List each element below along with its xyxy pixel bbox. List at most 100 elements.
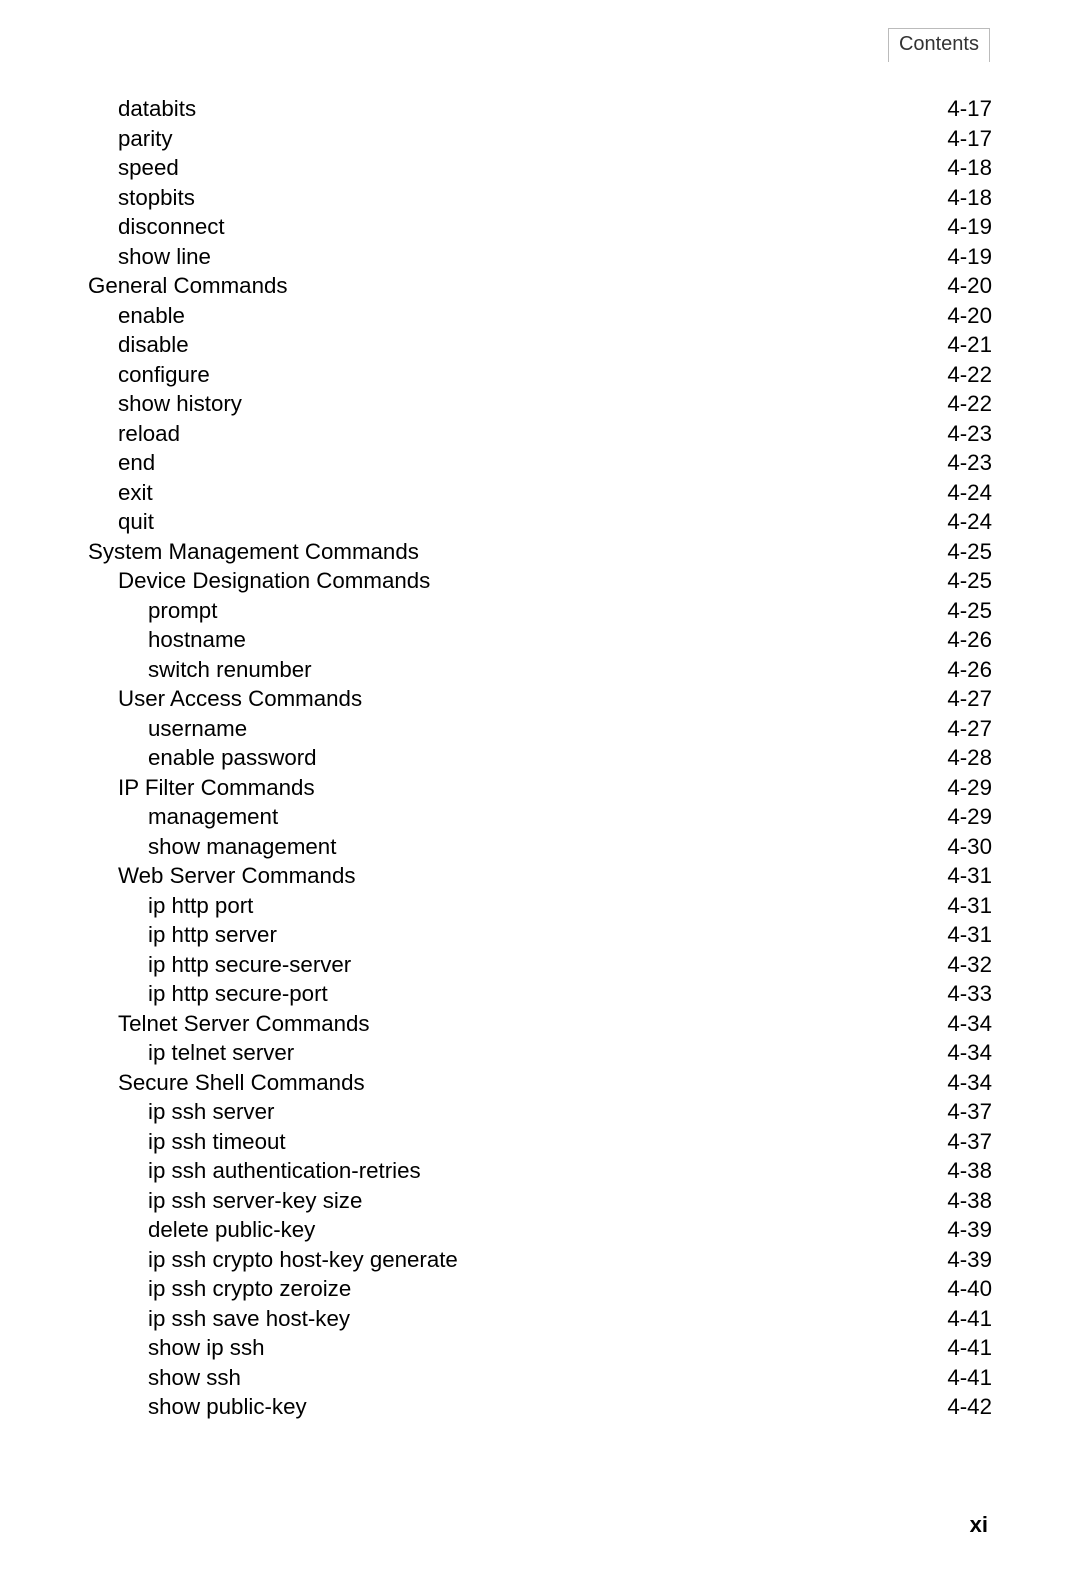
toc-entry-label: ip http secure-port: [88, 979, 328, 1009]
toc-entry-page: 4-17: [947, 124, 992, 154]
toc-row: exit4-24: [88, 478, 992, 508]
toc-entry-page: 4-41: [947, 1304, 992, 1334]
toc-entry-page: 4-34: [947, 1038, 992, 1068]
toc-row: ip http secure-server 4-32: [88, 950, 992, 980]
toc-entry-label: System Management Commands: [88, 537, 419, 567]
toc-row: speed4-18: [88, 153, 992, 183]
toc-entry-label: Telnet Server Commands: [88, 1009, 370, 1039]
toc-entry-label: ip telnet server: [88, 1038, 294, 1068]
toc-row: ip ssh save host-key 4-41: [88, 1304, 992, 1334]
toc-entry-page: 4-33: [947, 979, 992, 1009]
toc-entry-page: 4-21: [947, 330, 992, 360]
toc-entry-page: 4-22: [947, 389, 992, 419]
toc-entry-label: ip ssh server-key size: [88, 1186, 362, 1216]
toc-row: end 4-23: [88, 448, 992, 478]
toc-entry-page: 4-37: [947, 1097, 992, 1127]
toc-entry-label: configure: [88, 360, 210, 390]
toc-row: ip ssh timeout 4-37: [88, 1127, 992, 1157]
toc-entry-label: switch renumber: [88, 655, 312, 685]
toc-entry-page: 4-39: [947, 1245, 992, 1275]
toc-entry-page: 4-31: [947, 891, 992, 921]
toc-entry-label: Secure Shell Commands: [88, 1068, 365, 1098]
toc-entry-label: delete public-key: [88, 1215, 315, 1245]
toc-row: Telnet Server Commands 4-34: [88, 1009, 992, 1039]
toc-entry-page: 4-27: [947, 684, 992, 714]
toc-entry-page: 4-26: [947, 655, 992, 685]
toc-entry-page: 4-23: [947, 419, 992, 449]
toc-entry-page: 4-22: [947, 360, 992, 390]
toc-row: ip ssh authentication-retries4-38: [88, 1156, 992, 1186]
toc-entry-page: 4-34: [947, 1068, 992, 1098]
toc-entry-page: 4-23: [947, 448, 992, 478]
toc-entry-page: 4-41: [947, 1333, 992, 1363]
toc-entry-label: ip ssh crypto zeroize: [88, 1274, 351, 1304]
toc-entry-page: 4-28: [947, 743, 992, 773]
toc-row: parity 4-17: [88, 124, 992, 154]
toc-row: enable password4-28: [88, 743, 992, 773]
toc-row: configure 4-22: [88, 360, 992, 390]
toc-row: show public-key 4-42: [88, 1392, 992, 1422]
toc-row: management4-29: [88, 802, 992, 832]
toc-entry-label: parity: [88, 124, 173, 154]
toc-entry-page: 4-27: [947, 714, 992, 744]
toc-row: reload 4-23: [88, 419, 992, 449]
toc-entry-label: username: [88, 714, 247, 744]
toc-entry-label: show public-key: [88, 1392, 307, 1422]
toc-entry-page: 4-38: [947, 1186, 992, 1216]
toc-entry-page: 4-34: [947, 1009, 992, 1039]
toc-entry-label: exit: [88, 478, 153, 508]
toc-entry-page: 4-41: [947, 1363, 992, 1393]
toc-entry-label: end: [88, 448, 155, 478]
toc-entry-page: 4-39: [947, 1215, 992, 1245]
toc-entry-page: 4-17: [947, 94, 992, 124]
toc-entry-label: quit: [88, 507, 154, 537]
toc-row: ip ssh server-key size 4-38: [88, 1186, 992, 1216]
toc-entry-page: 4-19: [947, 242, 992, 272]
toc-row: username 4-27: [88, 714, 992, 744]
document-page: Contents databits4-17parity4-17speed4-18…: [0, 0, 1080, 1570]
toc-entry-label: ip http server: [88, 920, 277, 950]
toc-entry-label: databits: [88, 94, 196, 124]
toc-row: stopbits4-18: [88, 183, 992, 213]
toc-entry-page: 4-25: [947, 596, 992, 626]
toc-entry-label: ip ssh authentication-retries: [88, 1156, 421, 1186]
toc-entry-label: show ip ssh: [88, 1333, 265, 1363]
toc-entry-label: Web Server Commands: [88, 861, 356, 891]
toc-row: User Access Commands4-27: [88, 684, 992, 714]
toc-row: ip http server4-31: [88, 920, 992, 950]
toc-row: ip http secure-port 4-33: [88, 979, 992, 1009]
toc-entry-page: 4-37: [947, 1127, 992, 1157]
toc-row: databits 4-17: [88, 94, 992, 124]
toc-entry-page: 4-18: [947, 153, 992, 183]
toc-entry-page: 4-42: [947, 1392, 992, 1422]
toc-entry-page: 4-19: [947, 212, 992, 242]
toc-row: ip ssh crypto host-key generate 4-39: [88, 1245, 992, 1275]
toc-entry-label: show management: [88, 832, 336, 862]
toc-row: ip telnet server 4-34: [88, 1038, 992, 1068]
toc-entry-page: 4-31: [947, 861, 992, 891]
toc-entry-label: ip ssh crypto host-key generate: [88, 1245, 458, 1275]
toc-entry-page: 4-26: [947, 625, 992, 655]
toc-entry-label: ip ssh save host-key: [88, 1304, 350, 1334]
toc-entry-page: 4-40: [947, 1274, 992, 1304]
toc-entry-label: prompt: [88, 596, 217, 626]
toc-entry-label: ip ssh timeout: [88, 1127, 286, 1157]
toc-row: General Commands4-20: [88, 271, 992, 301]
toc-entry-label: show history: [88, 389, 242, 419]
toc-entry-label: reload: [88, 419, 180, 449]
toc-row: ip http port4-31: [88, 891, 992, 921]
toc-entry-label: management: [88, 802, 278, 832]
toc-entry-label: ip http secure-server: [88, 950, 351, 980]
toc-row: delete public-key 4-39: [88, 1215, 992, 1245]
toc-row: hostname4-26: [88, 625, 992, 655]
toc-entry-page: 4-32: [947, 950, 992, 980]
page-number: xi: [970, 1512, 988, 1538]
toc-entry-page: 4-30: [947, 832, 992, 862]
toc-entry-label: stopbits: [88, 183, 195, 213]
toc-list: databits4-17parity4-17speed4-18stopbits4…: [88, 94, 992, 1422]
toc-entry-page: 4-24: [947, 507, 992, 537]
toc-row: IP Filter Commands4-29: [88, 773, 992, 803]
toc-row: quit 4-24: [88, 507, 992, 537]
toc-row: disconnect4-19: [88, 212, 992, 242]
toc-entry-label: ip ssh server: [88, 1097, 274, 1127]
